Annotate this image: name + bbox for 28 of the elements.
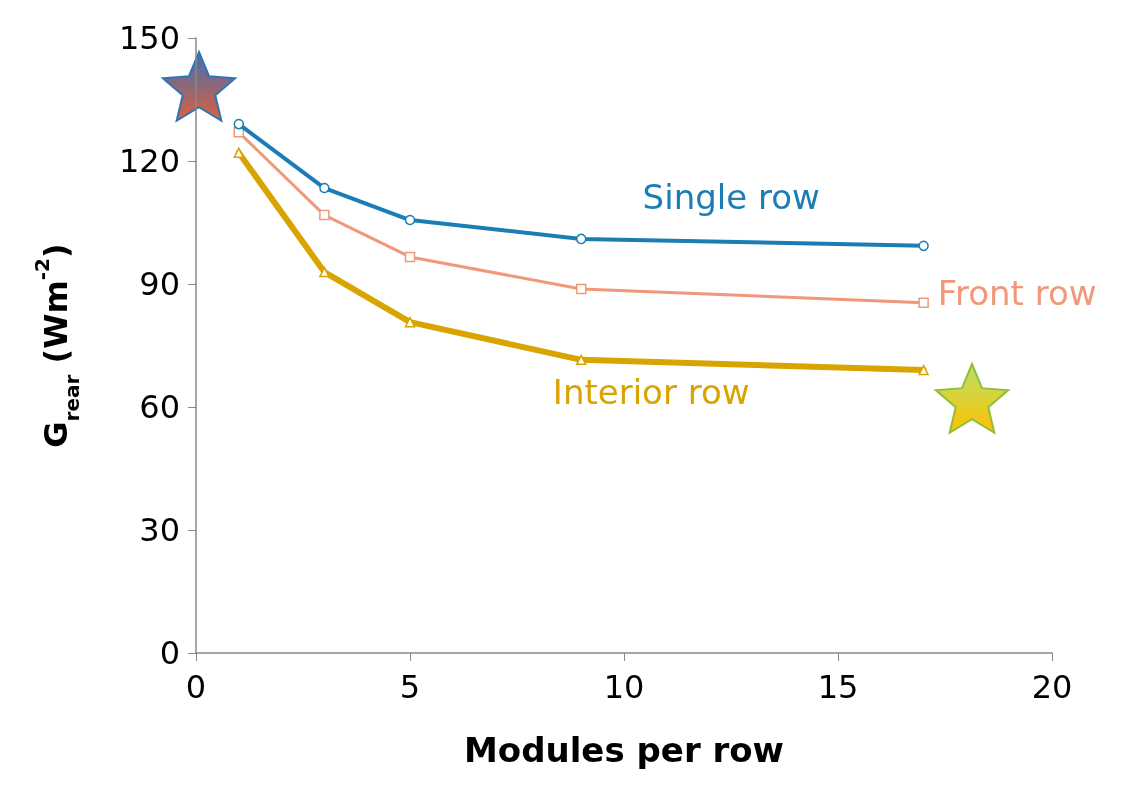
point: [319, 209, 330, 221]
y-tick-label: 30: [139, 511, 180, 549]
x-axis-title: Modules per row: [463, 730, 785, 770]
y-tick-label: 90: [139, 265, 180, 303]
point: [918, 240, 929, 252]
point: [319, 182, 330, 194]
x-tick-label: 5: [399, 668, 421, 706]
point: [404, 214, 416, 226]
point: [918, 364, 929, 376]
point: [918, 297, 929, 309]
point: [404, 251, 416, 263]
y-tick-label: 120: [118, 142, 180, 180]
x-tick-label: 15: [817, 668, 859, 706]
x-tick-label: 0: [185, 668, 207, 706]
x-tick-label: 10: [603, 668, 645, 706]
y-tick-label: 60: [139, 388, 180, 426]
x-tick-label: 20: [1031, 668, 1073, 706]
y-tick-label: 0: [159, 634, 180, 672]
series-label: Interior row: [552, 372, 750, 413]
point: [575, 354, 587, 366]
point: [404, 316, 416, 328]
y-axis-title: Grear (Wm-2): [30, 243, 84, 448]
series-label: Front row: [937, 272, 1097, 313]
y-tick-label: 150: [118, 19, 180, 57]
point: [575, 233, 587, 245]
series-label: Single row: [642, 176, 820, 217]
point: [575, 283, 587, 295]
point: [233, 118, 245, 130]
